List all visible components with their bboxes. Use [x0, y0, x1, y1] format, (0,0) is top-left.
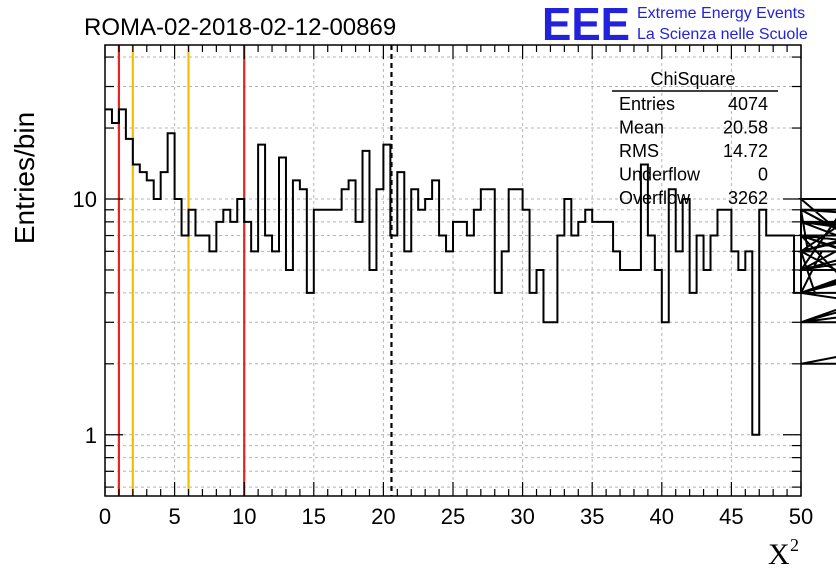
chart-title: ROMA-02-2018-02-12-00869	[84, 14, 396, 41]
stats-row-label: Underflow	[619, 165, 701, 185]
stats-rows: Entries 4074 Mean 20.58 RMS 14.72 Underflow 0 Ov…	[619, 94, 768, 208]
x-tick-label: 45	[719, 504, 743, 529]
x-tick-label: 35	[580, 504, 604, 529]
axes: 0 5 10 15 20 25 30 35 40 45 50 1 10	[73, 44, 813, 529]
x-axis-title-sup: 2	[790, 535, 799, 555]
logo-mark: EEE	[542, 0, 630, 50]
x-tick-label: 0	[99, 504, 111, 529]
x-tick-label: 15	[302, 504, 326, 529]
x-tick-label: 20	[371, 504, 395, 529]
stats-row-value: 20.58	[723, 118, 768, 138]
histogram-step-line	[105, 108, 836, 436]
x-tick-label: 40	[650, 504, 674, 529]
stats-name: ChiSquare	[650, 69, 735, 89]
eee-logo: EEE Extreme Energy Events La Scienza nel…	[542, 0, 808, 50]
x-tick-label: 50	[789, 504, 813, 529]
x-tick-label: 10	[232, 504, 256, 529]
stats-row-value: 3262	[728, 188, 768, 208]
x-axis-title: X 2	[768, 535, 799, 571]
stats-row-label: Mean	[619, 118, 664, 138]
stats-row-value: 4074	[728, 94, 768, 114]
logo-line2: La Scienza nelle Scuole	[637, 26, 808, 43]
stats-row-label: Overflow	[619, 188, 691, 208]
y-axis-title: Entries/bin	[9, 112, 40, 244]
logo-line1: Extreme Energy Events	[637, 5, 805, 22]
stats-row-value: 0	[758, 165, 768, 185]
x-tick-label: 30	[510, 504, 534, 529]
x-axis-title-main: X	[768, 538, 790, 571]
reference-lines	[117, 45, 393, 496]
stats-box: ChiSquare Entries 4074 Mean 20.58 RMS 14.72 Un…	[612, 69, 778, 208]
stats-row-value: 14.72	[723, 141, 768, 161]
stats-row-label: RMS	[619, 141, 659, 161]
stats-row-label: Entries	[619, 94, 675, 114]
y-tick-label: 1	[85, 423, 97, 448]
histogram-series	[105, 108, 836, 436]
x-tick-label: 5	[168, 504, 180, 529]
x-tick-label: 25	[441, 504, 465, 529]
y-tick-label: 10	[73, 187, 97, 212]
